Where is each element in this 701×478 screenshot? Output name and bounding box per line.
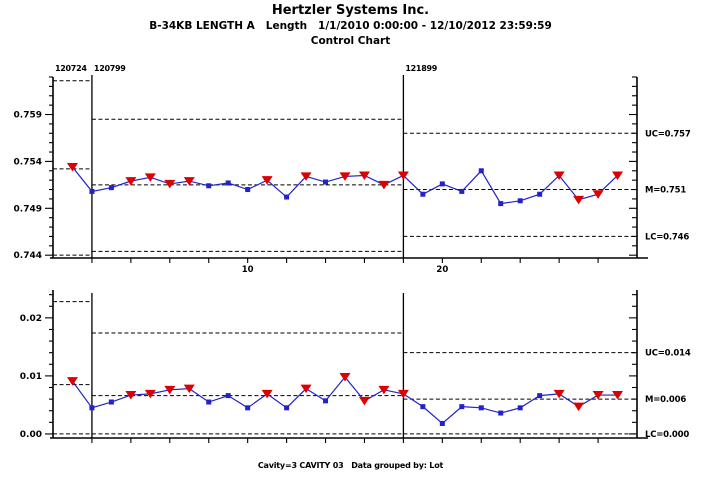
data-point-flagged[interactable]	[125, 177, 137, 186]
data-point-flagged[interactable]	[339, 172, 351, 181]
data-point-flagged[interactable]	[573, 402, 585, 412]
data-point[interactable]	[284, 405, 290, 411]
data-point-flagged[interactable]	[183, 177, 195, 186]
data-point-flagged[interactable]	[612, 171, 624, 180]
data-point[interactable]	[498, 201, 504, 207]
chart-subtitle: B-34KB LENGTH A Length 1/1/2010 0:00:00 …	[149, 20, 552, 32]
data-point[interactable]	[498, 410, 504, 416]
y-axis-label: 0.01	[20, 372, 42, 382]
data-point[interactable]	[459, 404, 465, 410]
report-header: Hertzler Systems Inc. B-34KB LENGTH A Le…	[0, 3, 701, 49]
y-axis-label: 0.749	[14, 204, 42, 214]
data-point-flagged[interactable]	[164, 385, 176, 395]
data-point-flagged[interactable]	[261, 389, 273, 399]
data-point[interactable]	[108, 399, 114, 405]
y-axis-label: 0.754	[14, 157, 42, 167]
data-point-flagged[interactable]	[553, 171, 565, 180]
y-axis-label: 0.00	[20, 430, 42, 440]
data-point[interactable]	[517, 198, 523, 204]
data-point[interactable]	[323, 179, 329, 185]
data-point-flagged[interactable]	[553, 389, 565, 399]
data-point[interactable]	[206, 183, 212, 189]
data-point[interactable]	[537, 393, 543, 399]
data-point[interactable]	[478, 405, 484, 411]
data-point[interactable]	[478, 168, 484, 174]
data-point[interactable]	[206, 399, 212, 405]
report-footer: Cavity=3 CAVITY 03 Data grouped by: Lot	[257, 461, 444, 470]
data-point[interactable]	[420, 191, 426, 197]
control-limit-label: UC=0.757	[645, 129, 691, 139]
data-point[interactable]	[439, 181, 445, 187]
data-point[interactable]	[517, 405, 523, 411]
control-limit-label: UC=0.014	[645, 349, 691, 359]
data-point-flagged[interactable]	[66, 163, 78, 172]
data-point-flagged[interactable]	[261, 176, 273, 185]
data-point[interactable]	[245, 187, 251, 193]
control-limit-label: LC=0.000	[645, 430, 689, 440]
data-point[interactable]	[537, 191, 543, 197]
lot-label: 120799	[94, 64, 126, 73]
data-point-flagged[interactable]	[397, 389, 409, 399]
y-axis-label: 0.744	[14, 251, 42, 261]
data-point-flagged[interactable]	[358, 396, 370, 406]
data-point[interactable]	[89, 188, 95, 194]
data-point[interactable]	[439, 420, 445, 426]
data-point-flagged[interactable]	[573, 195, 585, 205]
data-point-flagged[interactable]	[300, 172, 312, 181]
x-axis-label: 10	[242, 265, 254, 275]
series-line	[71, 376, 618, 425]
data-point-flagged[interactable]	[612, 391, 624, 400]
data-point-flagged[interactable]	[183, 384, 195, 394]
data-point-flagged[interactable]	[66, 377, 78, 386]
control-limit-label: M=0.006	[645, 395, 686, 405]
y-axis-label: 0.759	[14, 111, 42, 121]
data-point[interactable]	[420, 404, 426, 410]
data-point-flagged[interactable]	[300, 384, 312, 394]
x-axis-label: 20	[436, 265, 448, 275]
data-point[interactable]	[108, 185, 114, 191]
data-point-flagged[interactable]	[397, 171, 409, 180]
control-limit-label: M=0.751	[645, 186, 686, 196]
data-point-flagged[interactable]	[125, 391, 137, 400]
data-point-flagged[interactable]	[339, 373, 351, 382]
data-point-flagged[interactable]	[378, 180, 390, 190]
data-point-flagged[interactable]	[592, 391, 604, 400]
data-point[interactable]	[459, 188, 465, 194]
control-limit-label: LC=0.746	[645, 232, 689, 242]
data-point-flagged[interactable]	[378, 385, 390, 395]
data-point[interactable]	[225, 180, 231, 186]
company-title: Hertzler Systems Inc.	[271, 3, 430, 18]
data-point-flagged[interactable]	[164, 179, 176, 189]
data-point[interactable]	[89, 405, 95, 411]
lot-label: 121899	[405, 64, 437, 73]
chart-type-title: Control Chart	[310, 35, 391, 47]
data-point[interactable]	[225, 393, 231, 399]
data-point-flagged[interactable]	[358, 171, 370, 180]
data-point[interactable]	[284, 194, 290, 200]
y-axis-label: 0.02	[20, 314, 42, 324]
lot-label: 120724	[55, 64, 87, 73]
data-point[interactable]	[245, 405, 251, 411]
data-point-flagged[interactable]	[144, 389, 156, 399]
data-point-flagged[interactable]	[592, 190, 604, 199]
data-point[interactable]	[323, 398, 329, 404]
data-point-flagged[interactable]	[144, 173, 156, 182]
